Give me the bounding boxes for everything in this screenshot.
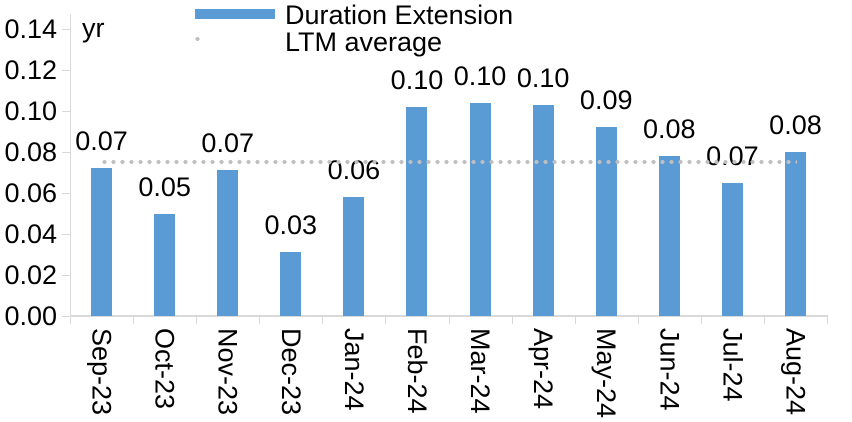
- y-axis-line: [70, 14, 71, 317]
- x-axis-category-label: Mar-24: [465, 328, 496, 414]
- bar-sep-23: [91, 168, 113, 316]
- bar-dec-23: [280, 252, 302, 316]
- y-axis-tick-label: 0.12: [4, 55, 57, 85]
- y-axis-tick: [62, 274, 70, 276]
- y-axis-tick-label: 0.06: [4, 178, 57, 208]
- ltm-average-line: [99, 159, 798, 166]
- data-label: 0.03: [264, 210, 318, 241]
- x-axis-category-label: May-24: [591, 328, 622, 419]
- x-axis-tick: [196, 317, 198, 324]
- y-axis-tick: [62, 110, 70, 112]
- legend-average-label: LTM average: [285, 27, 443, 57]
- x-axis-category-label: Oct-23: [149, 328, 180, 410]
- y-axis-unit-label: yr: [82, 13, 105, 43]
- y-axis-tick-label: 0.08: [4, 137, 57, 167]
- y-axis-tick-label: 0.10: [4, 96, 57, 126]
- y-axis-tick: [62, 233, 70, 235]
- y-axis-tick-label: 0.14: [4, 14, 57, 44]
- legend-bar-swatch-icon: [195, 9, 275, 19]
- data-label: 0.07: [706, 140, 759, 171]
- x-axis-category-label: Feb-24: [401, 328, 432, 414]
- x-axis-tick: [385, 317, 387, 324]
- data-label: 0.08: [643, 114, 696, 145]
- x-axis-category-label: Nov-23: [212, 328, 243, 416]
- data-label: 0.10: [453, 60, 507, 91]
- x-axis-tick: [637, 317, 639, 324]
- x-axis-category-label: Aug-24: [780, 328, 811, 416]
- bar-aug-24: [784, 152, 806, 316]
- data-label: 0.10: [516, 62, 570, 93]
- x-axis-category-label: Jul-24: [717, 328, 748, 402]
- y-axis-tick-label: 0.02: [4, 260, 57, 290]
- data-label: 0.07: [75, 126, 128, 157]
- y-axis-tick: [62, 69, 70, 71]
- x-axis-tick: [574, 317, 576, 324]
- bar-nov-23: [217, 170, 239, 316]
- bar-oct-23: [154, 213, 176, 316]
- x-axis-tick: [259, 317, 261, 324]
- bar-may-24: [595, 127, 617, 316]
- x-axis-category-label: Jun-24: [654, 328, 685, 411]
- x-axis-category-label: Sep-23: [86, 328, 117, 416]
- bar-jun-24: [658, 156, 680, 316]
- y-axis-tick: [62, 192, 70, 194]
- y-axis-tick: [62, 151, 70, 153]
- x-axis-category-label: Dec-23: [275, 328, 306, 416]
- y-axis-tick: [62, 315, 70, 317]
- legend-dotted-line-swatch-icon: [193, 36, 279, 42]
- x-axis-tick: [322, 317, 324, 324]
- bar-apr-24: [532, 104, 554, 316]
- x-axis-tick: [827, 317, 828, 324]
- y-axis-tick-label: 0.04: [4, 219, 57, 249]
- x-axis-tick: [700, 317, 702, 324]
- data-label: 0.05: [138, 171, 191, 202]
- bar-jul-24: [721, 182, 743, 316]
- legend-series-label: Duration Extension: [285, 0, 514, 30]
- y-axis-tick: [62, 28, 70, 30]
- x-axis-line: [70, 315, 828, 317]
- data-label: 0.08: [769, 110, 822, 140]
- x-axis-tick: [448, 317, 450, 324]
- bar-jan-24: [343, 197, 365, 316]
- data-label: 0.07: [201, 128, 254, 159]
- data-label: 0.09: [579, 85, 633, 116]
- bar-feb-24: [406, 106, 428, 316]
- x-axis-category-label: Jan-24: [338, 328, 369, 411]
- x-axis-category-label: Apr-24: [528, 328, 559, 410]
- x-axis-tick: [133, 317, 135, 324]
- x-axis-tick: [70, 317, 71, 324]
- x-axis-tick: [511, 317, 513, 324]
- bar-mar-24: [469, 102, 491, 316]
- y-axis-tick-label: 0.00: [4, 301, 57, 331]
- x-axis-tick: [763, 317, 765, 324]
- data-label: 0.10: [390, 64, 444, 95]
